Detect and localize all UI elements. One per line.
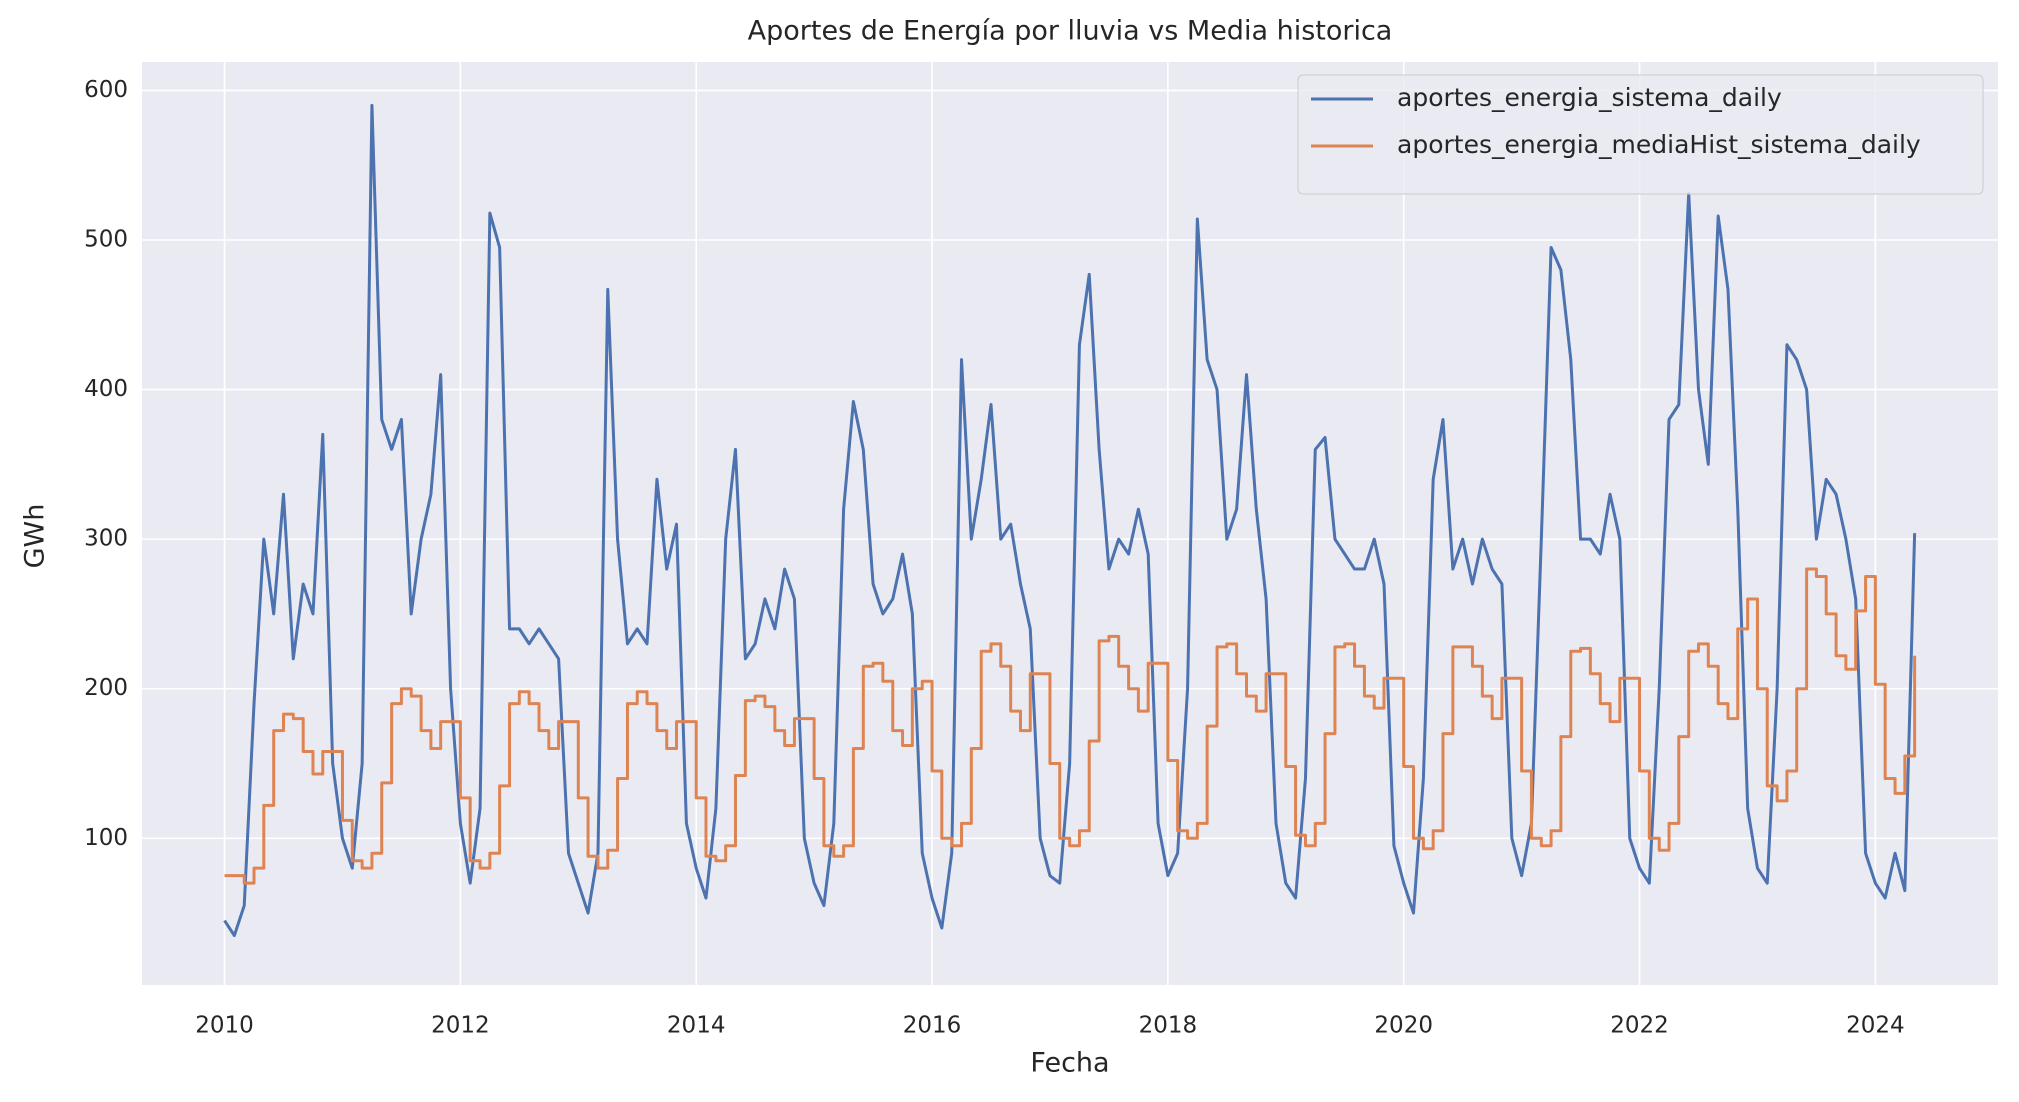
x-tick-label: 2020 [1374, 1013, 1433, 1039]
legend-label: aportes_energia_sistema_daily [1397, 83, 1782, 112]
y-tick-label: 100 [84, 825, 128, 851]
x-tick-label: 2014 [667, 1013, 726, 1039]
x-tick-label: 2010 [195, 1013, 254, 1039]
legend-box [1297, 74, 1984, 195]
series-line [224, 567, 1917, 885]
series-line [223, 103, 1917, 937]
x-tick-label: 2018 [1139, 1013, 1198, 1039]
y-tick-label: 400 [84, 376, 128, 402]
y-tick-label: 300 [84, 526, 128, 552]
y-axis-label: GWh [20, 504, 51, 569]
y-tick-label: 200 [84, 675, 128, 701]
chart-title: Aportes de Energía por lluvia vs Media h… [748, 16, 1393, 47]
y-tick-label: 500 [84, 226, 128, 252]
x-tick-label: 2012 [431, 1013, 490, 1039]
x-tick-label: 2016 [903, 1013, 962, 1039]
x-tick-label: 2022 [1610, 1013, 1669, 1039]
y-tick-label: 600 [84, 77, 128, 103]
x-axis-label: Fecha [1030, 1048, 1109, 1079]
legend-label: aportes_energia_mediaHist_sistema_daily [1397, 130, 1921, 159]
x-tick-label: 2024 [1846, 1013, 1905, 1039]
